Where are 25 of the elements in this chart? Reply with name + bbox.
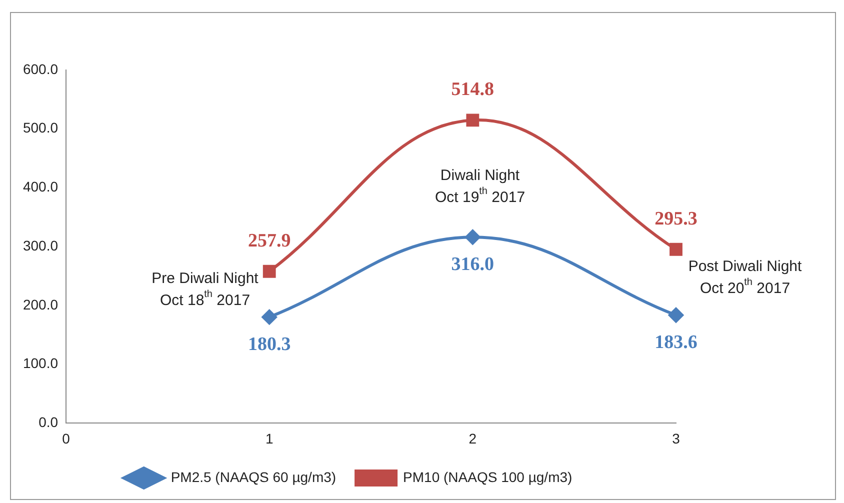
y-tick-label: 400.0 <box>22 178 58 195</box>
legend-label: PM10 (NAAQS 100 µg/m3) <box>403 468 572 485</box>
x-tick-label: 1 <box>265 430 274 446</box>
x-tick-label: 3 <box>672 430 680 446</box>
legend-label: PM2.5 (NAAQS 60 µg/m3) <box>170 468 336 485</box>
data-label: 316.0 <box>451 254 494 276</box>
x-tick-label: 2 <box>468 430 477 446</box>
point <box>465 230 480 245</box>
point <box>262 264 276 278</box>
data-label: 514.8 <box>451 79 494 100</box>
point <box>668 308 684 323</box>
y-tick-label: 0.0 <box>38 414 58 430</box>
point <box>466 114 480 127</box>
point <box>262 310 277 325</box>
data-label: 180.3 <box>248 334 291 355</box>
y-tick-label: 100.0 <box>22 355 58 372</box>
y-tick-label: 200.0 <box>22 296 58 312</box>
y-tick-label: 600.0 <box>22 60 58 77</box>
data-label: 295.3 <box>654 208 698 230</box>
data-label: 183.6 <box>654 332 698 354</box>
y-tick-label: 500.0 <box>22 120 58 136</box>
data-label: 257.9 <box>248 230 291 252</box>
y-tick-label: 300.0 <box>22 237 58 254</box>
x-tick-label: 0 <box>62 430 70 446</box>
point <box>670 242 682 256</box>
